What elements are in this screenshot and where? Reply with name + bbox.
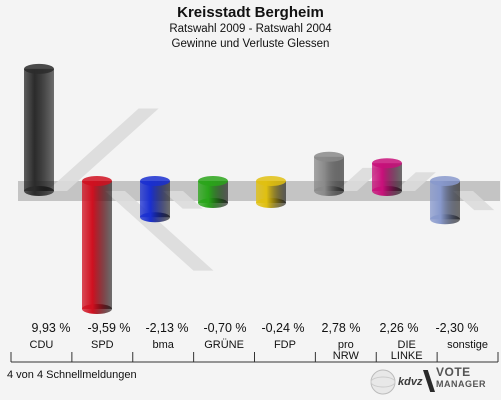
value-label-6: 2,26 % [380,321,419,335]
chart-title: Kreisstadt Bergheim [177,4,324,21]
status-text: 4 von 4 Schnellmeldungen [7,369,137,381]
value-label-4: -0,24 % [261,321,304,335]
bar-7 [430,176,460,225]
category-label-0: CDU [30,339,54,351]
value-label-5: 2,78 % [322,321,361,335]
value-label-7: -2,30 % [435,321,478,335]
value-label-1: -9,59 % [87,321,130,335]
value-label-2: -2,13 % [145,321,188,335]
bar-shadow-7 [453,191,495,211]
category-label-6-0: DIE [398,339,416,351]
bar-shadow-6 [395,172,436,191]
chart-header: Kreisstadt Bergheim Ratswahl 2009 - Rats… [0,4,501,52]
checkmark-icon [423,370,435,392]
kdvz-logo-text: kdvz [398,376,423,388]
category-label-4: FDP [274,339,296,351]
value-label-3: -0,70 % [203,321,246,335]
chart-subtitle-2: Gewinne und Verluste Glessen [171,38,330,50]
category-label-7: sonstige [447,339,488,351]
bar-5 [314,151,344,196]
bar-shadow-2 [163,191,203,209]
bar-2 [140,176,170,223]
category-label-6-1: LINKE [391,350,423,362]
vote-text: VOTE [436,365,471,379]
bar-4 [256,176,286,208]
category-label-1: SPD [91,339,114,351]
category-label-2: bma [152,339,174,351]
category-label-5-0: pro [338,339,354,351]
value-label-0: 9,93 % [32,321,71,335]
vote-manager-logo: kdvz VOTE MANAGER [368,364,498,398]
globe-icon [370,369,396,395]
bar-shadow-0 [47,108,159,191]
bar-3 [198,176,228,208]
category-label-3: GRÜNE [204,339,244,351]
bar-6 [372,158,402,196]
chart-subtitle-1: Ratswahl 2009 - Ratswahl 2004 [169,23,332,35]
manager-text: MANAGER [436,379,486,389]
bar-shadow-5 [337,167,383,191]
bar-0 [24,63,54,196]
category-label-5-1: NRW [333,350,360,362]
bar-shadow-1 [105,191,214,271]
bar-1 [82,176,112,314]
vote-manager-text: VOTE MANAGER [436,366,496,390]
